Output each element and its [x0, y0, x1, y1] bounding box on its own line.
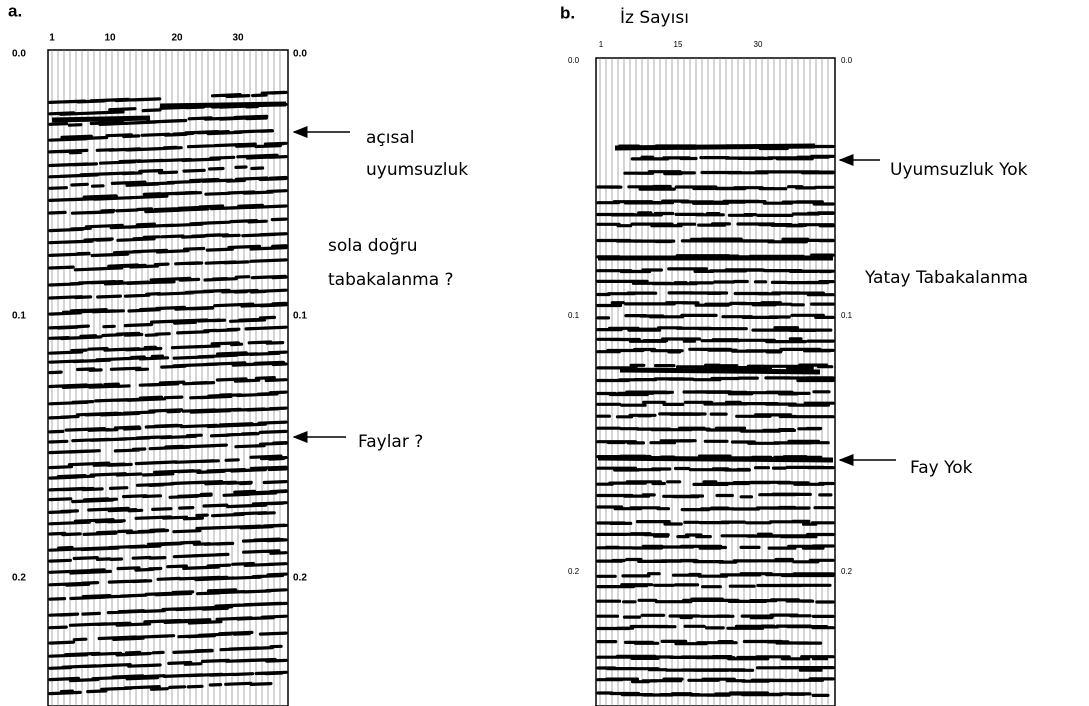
annotation: Yatay Tabakalanma	[864, 268, 1028, 288]
time-tick: 0.2	[841, 567, 853, 576]
annotation: Faylar ?	[358, 432, 423, 452]
reflector	[619, 367, 821, 375]
panel-label: a.	[8, 1, 22, 20]
time-tick: 0.1	[568, 311, 580, 320]
time-tick: 0.2	[568, 567, 580, 576]
time-tick: 0.1	[293, 311, 307, 322]
time-tick: 0.2	[293, 573, 307, 584]
time-tick: 0.0	[12, 49, 26, 60]
annotation: Uyumsuzluk Yok	[890, 160, 1028, 180]
time-tick: 0.0	[293, 49, 307, 60]
trace-tick: 30	[754, 40, 763, 49]
annotation: tabakalanma ?	[328, 270, 454, 290]
time-tick: 0.0	[568, 56, 580, 65]
trace-tick: 20	[171, 33, 183, 44]
axis-title: İz Sayısı	[620, 7, 689, 28]
trace-tick: 1	[49, 33, 55, 44]
trace-tick: 10	[104, 33, 116, 44]
annotation: açısal	[366, 128, 415, 148]
time-tick: 0.2	[12, 573, 26, 584]
annotation: uyumsuzluk	[366, 160, 468, 180]
reflectors	[48, 90, 288, 696]
annotation: sola doğru	[328, 236, 418, 256]
reflector	[614, 143, 816, 151]
time-tick: 0.1	[841, 311, 853, 320]
reflector	[51, 115, 151, 123]
trace-tick: 1	[599, 40, 604, 49]
reflector	[159, 101, 287, 109]
panel-label: b.	[560, 3, 575, 22]
time-tick: 0.0	[841, 56, 853, 65]
trace-tick: 15	[674, 40, 683, 49]
trace-tick: 30	[232, 33, 244, 44]
reflector	[597, 455, 834, 463]
time-tick: 0.1	[12, 311, 26, 322]
annotation: Fay Yok	[910, 458, 973, 478]
